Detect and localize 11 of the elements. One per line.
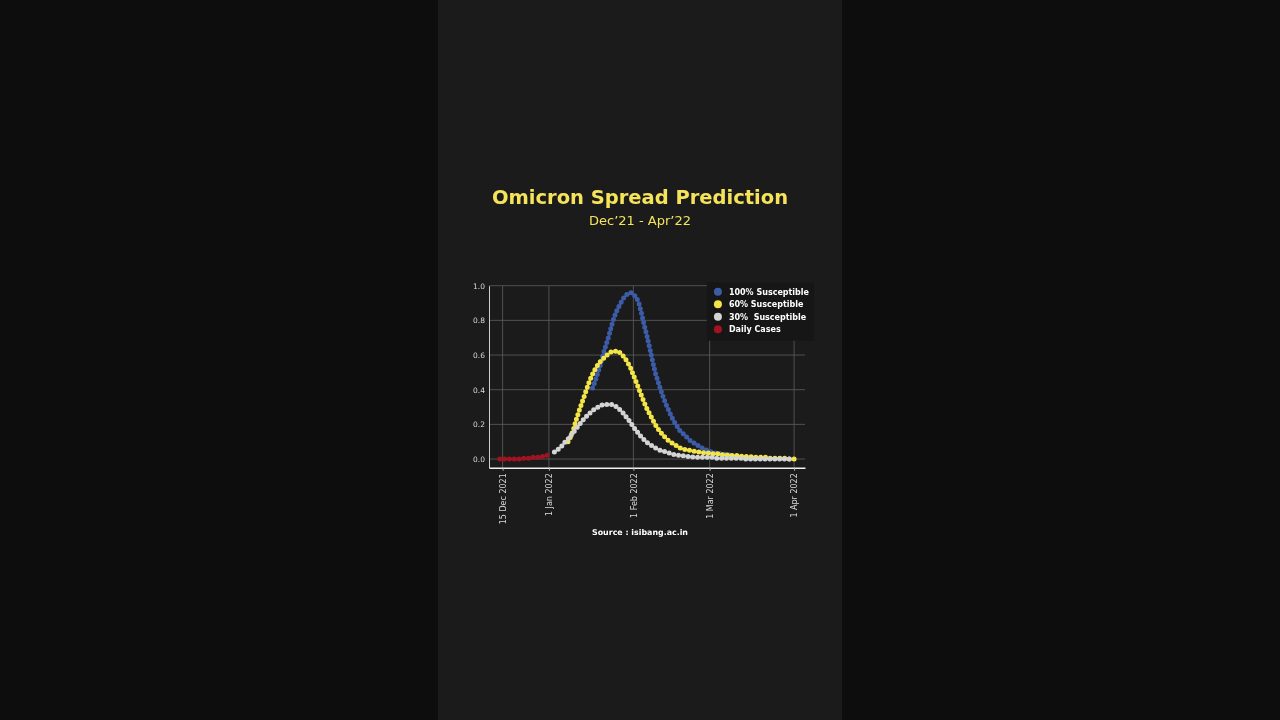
legend-label: 60% Susceptible	[728, 300, 804, 309]
x-tick-label: 1 Apr 2022	[790, 473, 800, 518]
x-tick-label: 1 Mar 2022	[705, 473, 715, 519]
x-tick-label: 1 Feb 2022	[629, 473, 639, 518]
x-tick-label: 1 Jan 2022	[545, 473, 555, 517]
chart-subtitle: Dec’21 - Apr’22	[589, 213, 691, 228]
chart-title: Omicron Spread Prediction	[491, 186, 789, 209]
legend-label: Daily Cases	[728, 325, 781, 334]
legend-label: 100% Susceptible	[728, 287, 810, 297]
legend-label: 30% Susceptible	[728, 312, 807, 322]
x-tick-label: 15 Dec 2021	[498, 473, 508, 525]
